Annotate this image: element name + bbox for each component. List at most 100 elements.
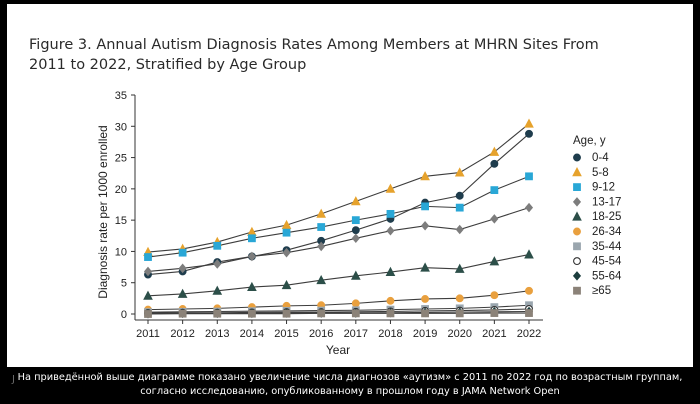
legend-title: Age, y xyxy=(573,135,606,147)
data-point xyxy=(490,291,499,300)
data-point xyxy=(144,310,152,318)
data-point xyxy=(177,288,188,298)
data-point xyxy=(490,214,499,224)
data-point xyxy=(386,209,395,218)
legend-entry: 26-34 xyxy=(592,226,622,238)
data-point xyxy=(455,191,464,200)
data-point xyxy=(385,266,396,276)
data-point xyxy=(421,221,430,231)
data-point xyxy=(248,309,256,318)
data-point xyxy=(350,196,361,206)
data-point xyxy=(282,228,291,237)
y-tick-label: 30 xyxy=(115,121,127,133)
series-line xyxy=(147,254,530,297)
data-point xyxy=(317,223,326,231)
series-line xyxy=(147,312,529,315)
legend-marker xyxy=(573,183,581,191)
data-point xyxy=(525,172,533,181)
data-point xyxy=(351,216,360,225)
data-point xyxy=(490,159,499,168)
data-point xyxy=(213,309,222,318)
data-point xyxy=(386,309,395,318)
legend-entry: 5-8 xyxy=(592,167,609,179)
figure-frame: Figure 3. Annual Autism Diagnosis Rates … xyxy=(7,4,693,367)
series-line xyxy=(147,290,530,311)
data-point xyxy=(351,233,360,244)
series-line xyxy=(147,207,530,272)
data-point xyxy=(316,274,327,285)
x-tick-label: 2015 xyxy=(274,328,298,340)
caption: J На приведённой выше диаграмме показано… xyxy=(0,371,700,399)
x-tick-label: 2018 xyxy=(378,328,402,340)
legend-marker xyxy=(573,257,581,266)
series-line xyxy=(147,175,530,258)
data-point xyxy=(351,226,360,235)
data-point xyxy=(421,202,429,211)
data-point xyxy=(385,183,396,193)
data-point xyxy=(454,167,465,177)
legend-entry: 45-54 xyxy=(592,256,622,268)
data-point xyxy=(455,203,464,212)
data-point xyxy=(350,270,361,280)
x-tick-label: 2014 xyxy=(240,328,264,340)
x-tick-label: 2020 xyxy=(447,328,471,340)
figure-title: Figure 3. Annual Autism Diagnosis Rates … xyxy=(29,37,599,73)
data-point xyxy=(351,309,360,318)
legend-marker xyxy=(573,242,581,251)
y-tick-label: 20 xyxy=(115,184,127,196)
y-tick-label: 5 xyxy=(121,278,127,290)
data-point xyxy=(525,309,533,317)
data-point xyxy=(281,279,292,290)
data-point xyxy=(282,309,291,318)
data-point xyxy=(525,129,533,138)
data-point xyxy=(213,259,222,269)
series-line xyxy=(147,308,530,314)
series-line xyxy=(147,133,530,276)
x-tick-label: 2013 xyxy=(205,328,229,340)
y-tick-label: 15 xyxy=(115,215,127,227)
data-point xyxy=(489,256,500,266)
legend-entry: ≥65 xyxy=(592,285,611,297)
x-tick-label: 2016 xyxy=(309,328,333,340)
x-tick-label: 2017 xyxy=(344,328,368,340)
x-tick-label: 2011 xyxy=(136,328,160,340)
data-point xyxy=(351,299,360,308)
data-point xyxy=(524,118,534,128)
data-point xyxy=(386,226,395,236)
data-point xyxy=(281,219,292,230)
data-point xyxy=(420,171,430,181)
series-line xyxy=(147,304,530,313)
legend-marker xyxy=(572,271,582,281)
data-point xyxy=(490,186,499,195)
data-point xyxy=(213,241,222,250)
y-tick-label: 35 xyxy=(115,90,127,102)
legend-entry: 9-12 xyxy=(592,182,615,194)
data-point xyxy=(454,263,465,273)
data-point xyxy=(282,247,291,258)
data-point xyxy=(178,263,187,274)
x-axis-label: Year xyxy=(326,343,350,357)
data-point xyxy=(420,262,430,272)
data-point xyxy=(212,285,223,295)
legend-entry: 55-64 xyxy=(592,270,622,282)
caption-text: На приведённой выше диаграмме показано у… xyxy=(17,372,683,397)
chart: 0 5 10 15 20 25 30 35 2011 2012 2013 2014 2015 2016 20… xyxy=(96,90,622,357)
legend-entry: 18-25 xyxy=(592,211,621,223)
x-tick-label: 2012 xyxy=(170,328,194,340)
data-point xyxy=(455,224,464,235)
y-tick-label: 25 xyxy=(115,153,127,165)
data-point xyxy=(316,208,327,218)
legend-marker xyxy=(572,197,582,207)
y-axis-label: Diagnosis rate per 1000 enrolled xyxy=(96,125,110,298)
data-point xyxy=(178,248,187,257)
data-point xyxy=(143,290,153,300)
data-point xyxy=(524,249,534,259)
x-tick-label: 2022 xyxy=(517,328,541,340)
caption-watermark: J xyxy=(12,374,15,385)
data-point xyxy=(386,296,395,305)
legend-marker xyxy=(573,153,581,162)
x-tick-label: 2019 xyxy=(413,328,437,340)
data-point xyxy=(455,309,464,318)
y-tick-label: 10 xyxy=(115,246,127,258)
legend-entry: 0-4 xyxy=(592,152,609,164)
